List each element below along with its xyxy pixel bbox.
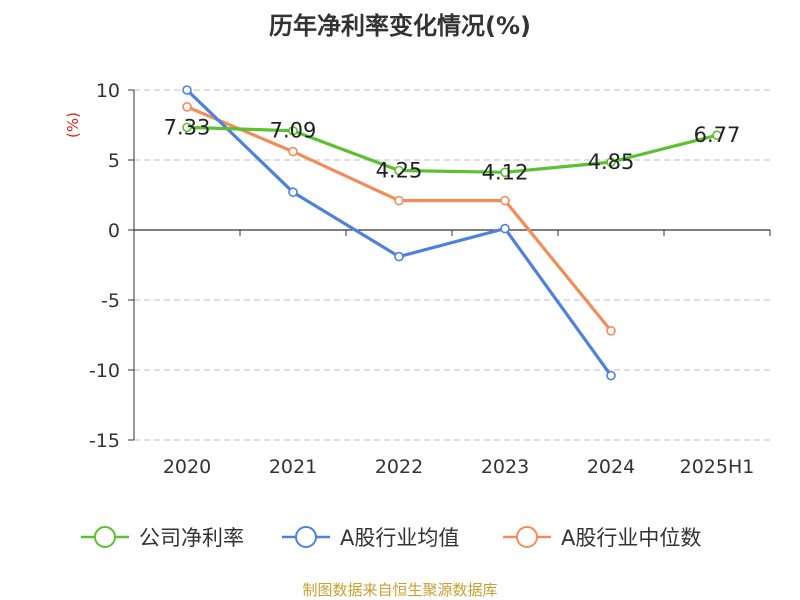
x-tick-label: 2025H1	[680, 456, 755, 478]
data-label: 4.12	[482, 160, 529, 184]
data-point	[394, 195, 404, 206]
data-point	[288, 146, 298, 157]
x-tick-label: 2023	[481, 456, 529, 478]
grid-lines	[134, 89, 770, 441]
legend: 公司净利率 A股行业均值 A股行业中位数	[81, 526, 701, 550]
data-point	[288, 187, 298, 197]
legend-marker	[295, 526, 317, 548]
data-point	[606, 370, 616, 381]
data-point	[182, 85, 192, 95]
legend-label: A股行业均值	[340, 526, 459, 550]
data-point	[182, 102, 192, 112]
series-lines	[182, 85, 722, 381]
data-label: 6.77	[694, 123, 741, 147]
data-label: 7.09	[270, 119, 317, 143]
y-tick-label: -5	[101, 290, 120, 312]
data-point	[500, 167, 510, 178]
data-point	[394, 251, 404, 262]
data-label: 4.85	[588, 150, 635, 174]
y-axis-label: (%)	[64, 112, 82, 138]
chart-title: 历年净利率变化情况(%)	[269, 12, 531, 40]
y-tick-label: -10	[89, 360, 120, 382]
y-tick-label: -15	[89, 430, 120, 452]
data-point	[288, 125, 298, 136]
data-point	[394, 165, 404, 176]
y-tick-label: 5	[108, 150, 120, 172]
x-tick-label: 2020	[163, 456, 211, 478]
series-line	[185, 105, 613, 333]
legend-marker	[516, 526, 538, 548]
axes: 10 5 0 -5 -10 -15 2020 2021 2022 2023 2024 2025H1 (%…	[64, 80, 771, 478]
x-tick-label: 2021	[269, 456, 317, 478]
y-tick-label: 0	[108, 220, 120, 242]
source-note: 制图数据来自恒生聚源数据库	[302, 581, 498, 599]
data-point	[500, 195, 510, 206]
data-point	[182, 122, 192, 133]
data-point	[606, 325, 616, 336]
data-point	[606, 157, 616, 167]
data-labels: 7.33 7.09 4.25 4.12 4.85 6.77	[164, 115, 741, 184]
legend-label: A股行业中位数	[561, 526, 701, 550]
data-point	[500, 223, 510, 234]
series-line	[185, 125, 719, 174]
y-tick-label: 10	[96, 80, 120, 102]
x-tick-label: 2022	[375, 456, 423, 478]
data-point	[712, 130, 722, 141]
legend-label: 公司净利率	[139, 526, 244, 550]
x-tick-label: 2024	[587, 456, 635, 478]
legend-marker	[94, 526, 116, 548]
data-label: 4.25	[376, 159, 423, 183]
data-label: 7.33	[164, 115, 211, 139]
